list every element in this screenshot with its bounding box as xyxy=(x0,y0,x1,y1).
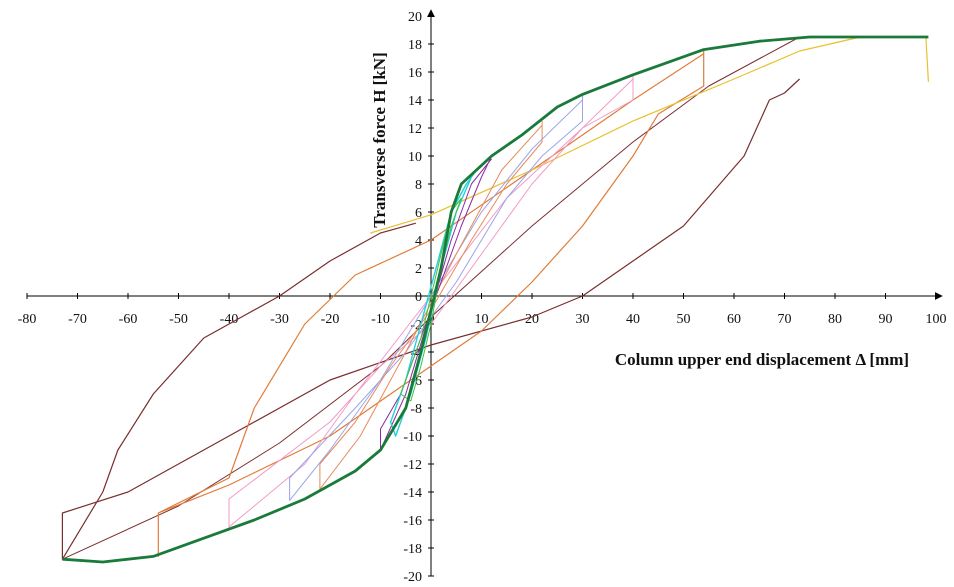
x-tick-label: 60 xyxy=(727,312,741,327)
x-tick-label: -50 xyxy=(169,312,188,327)
x-tick-label: -80 xyxy=(18,312,37,327)
x-tick-label: 0 xyxy=(428,312,435,327)
x-tick-label: 10 xyxy=(475,312,489,327)
series-line xyxy=(380,155,493,451)
x-axis-title: Column upper end displacement Δ [mm] xyxy=(615,350,909,369)
y-tick-label: 6 xyxy=(415,206,422,221)
y-tick-label: 12 xyxy=(408,122,422,137)
y-tick-label: 2 xyxy=(415,262,422,277)
x-tick-label: -40 xyxy=(220,312,239,327)
x-tick-label: 80 xyxy=(828,312,842,327)
x-tick-label: -70 xyxy=(68,312,87,327)
y-tick-label: 16 xyxy=(408,66,422,81)
x-tick-label: 90 xyxy=(879,312,893,327)
y-tick-label: -14 xyxy=(403,486,422,501)
y-tick-label: 20 xyxy=(408,10,422,25)
x-tick-label: 70 xyxy=(778,312,792,327)
y-tick-label: 8 xyxy=(415,178,422,193)
y-tick-label: 18 xyxy=(408,38,422,53)
y-tick-label: -4 xyxy=(410,346,422,361)
y-tick-label: 0 xyxy=(415,290,422,305)
x-tick-label: -10 xyxy=(371,312,390,327)
series-line xyxy=(61,78,801,560)
series-line xyxy=(157,49,705,557)
series-line xyxy=(319,121,543,490)
x-tick-label: -20 xyxy=(321,312,340,327)
y-tick-label: 4 xyxy=(415,234,422,249)
y-tick-label: 14 xyxy=(408,94,422,109)
y-tick-label: -16 xyxy=(403,514,422,529)
x-tick-label: 40 xyxy=(626,312,640,327)
y-tick-label: -10 xyxy=(403,430,422,445)
y-tick-label: -18 xyxy=(403,542,422,557)
series-line xyxy=(62,35,929,564)
y-tick-label: -2 xyxy=(410,318,422,333)
y-axis-title: Transverse force H [kN] xyxy=(370,52,389,227)
y-tick-label: -12 xyxy=(403,458,422,473)
x-tick-label: 20 xyxy=(525,312,539,327)
x-tick-label: 50 xyxy=(677,312,691,327)
y-tick-label: 10 xyxy=(408,150,422,165)
x-tick-label: 100 xyxy=(926,312,947,327)
x-tick-label: -30 xyxy=(270,312,289,327)
series-line xyxy=(228,74,634,528)
y-tick-label: -8 xyxy=(410,402,422,417)
x-tick-label: 30 xyxy=(576,312,590,327)
x-tick-label: -60 xyxy=(119,312,138,327)
y-tick-label: -20 xyxy=(403,570,422,582)
series-line xyxy=(289,94,583,501)
